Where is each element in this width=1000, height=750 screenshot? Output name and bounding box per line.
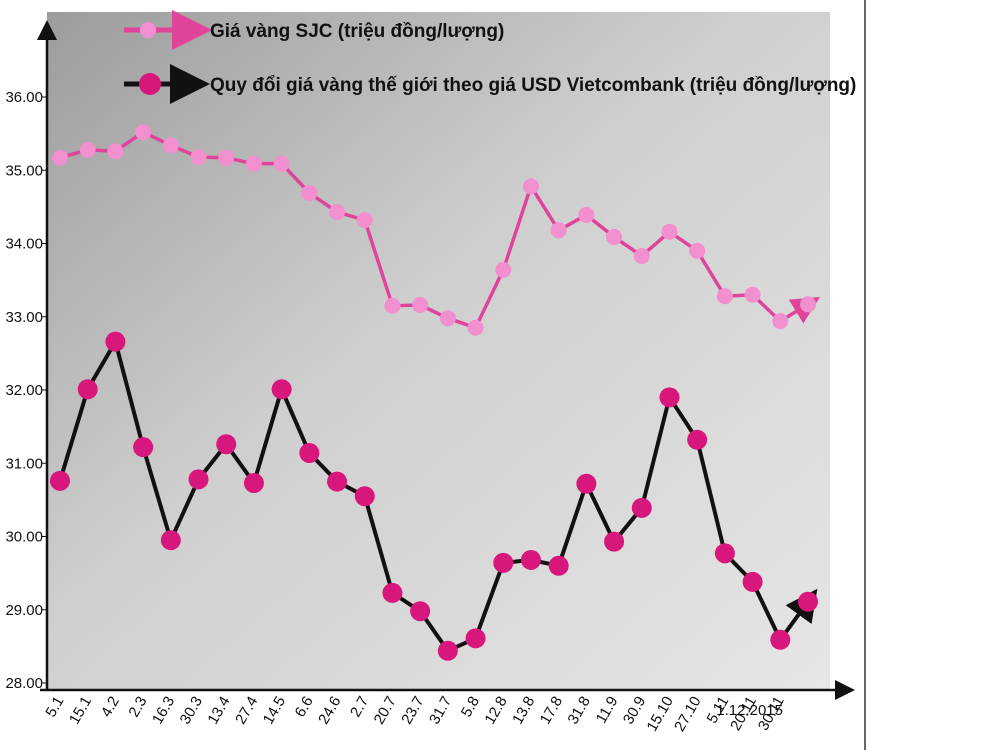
point — [301, 184, 318, 201]
point — [495, 261, 512, 278]
x-tick-label: 24.6 — [315, 694, 344, 728]
y-tick-label: 31.00 — [5, 455, 43, 472]
x-tick-label: 23.7 — [398, 694, 427, 728]
point — [243, 473, 264, 494]
point — [770, 629, 791, 650]
point — [493, 552, 514, 573]
point — [299, 442, 320, 463]
point — [604, 531, 625, 552]
y-tick-label: 29.00 — [5, 602, 43, 619]
y-tick-label: 28.00 — [5, 675, 43, 692]
x-tick-label: 31.8 — [565, 694, 594, 728]
series-line — [59, 130, 820, 330]
x-tick-label: 30.3 — [177, 694, 206, 728]
x-tick-label: 20.7 — [371, 694, 400, 728]
point — [742, 571, 763, 592]
x-tick-label: 11.9 — [593, 694, 622, 727]
background-photo — [47, 12, 830, 690]
x-tick-label: 5.8 — [458, 694, 483, 721]
point — [162, 137, 179, 154]
point — [798, 591, 818, 612]
point — [79, 141, 96, 158]
point — [550, 222, 567, 239]
x-tick-label: 12.8 — [481, 694, 510, 728]
legend-label: Quy đổi giá vàng thế giới theo giá USD V… — [210, 75, 856, 96]
point — [245, 155, 262, 172]
point — [356, 212, 373, 229]
legend: Giá vàng SJC (triệu đồng/lượng) Quy đổi … — [124, 10, 856, 104]
point — [548, 555, 569, 576]
point — [687, 429, 708, 450]
point — [77, 379, 98, 400]
point — [382, 582, 403, 603]
point — [273, 155, 290, 172]
y-tick-label: 30.00 — [5, 529, 43, 546]
point — [520, 549, 541, 570]
point — [160, 530, 181, 551]
x-tick-label: 2.3 — [125, 694, 150, 721]
x-tick-label: 16.3 — [149, 694, 178, 728]
legend-marker — [139, 73, 161, 95]
point — [105, 331, 126, 352]
point — [467, 319, 484, 336]
y-tick-label: 34.00 — [5, 236, 43, 253]
legend-marker — [140, 22, 156, 38]
x-tick-label: 27.10 — [671, 694, 704, 735]
point — [714, 543, 735, 564]
x-tick-label: 4.2 — [98, 694, 123, 721]
point — [439, 310, 456, 327]
x-tick-label: 15.10 — [643, 694, 676, 735]
point — [412, 297, 429, 314]
x-tick-label: 13.8 — [509, 694, 538, 728]
point — [384, 297, 401, 314]
point — [216, 434, 237, 455]
point — [659, 387, 680, 408]
x-tick-label: 2.7 — [347, 694, 372, 721]
point — [218, 149, 235, 166]
point — [133, 437, 154, 458]
point — [188, 469, 209, 490]
y-tick-label: 32.00 — [5, 382, 43, 399]
point — [716, 288, 733, 305]
x-tick-label: 14.5 — [260, 694, 289, 728]
point — [327, 471, 348, 492]
point — [772, 313, 789, 330]
point — [329, 204, 346, 221]
point — [50, 470, 70, 491]
x-tick-label: 15.1 — [66, 694, 95, 728]
point — [52, 149, 68, 166]
point — [465, 628, 486, 649]
point — [437, 640, 458, 661]
y-tick-label: 33.00 — [5, 309, 43, 326]
legend-label: Giá vàng SJC (triệu đồng/lượng) — [210, 21, 504, 42]
series-line — [58, 336, 818, 654]
x-tick-label: 27.4 — [232, 694, 261, 728]
x-tick-label: 17.8 — [537, 694, 566, 728]
point — [135, 124, 152, 141]
x-tick-label: 1.12.2015 — [716, 702, 783, 719]
point — [190, 149, 207, 166]
point — [689, 242, 706, 259]
point — [271, 379, 292, 400]
x-tick-label: 31.7 — [426, 694, 455, 728]
point — [661, 223, 678, 240]
point — [578, 206, 595, 223]
point — [522, 178, 539, 195]
x-tick-label: 13.4 — [204, 694, 233, 728]
y-tick-label: 36.00 — [5, 89, 43, 106]
x-tick-label: 6.6 — [292, 694, 317, 721]
point — [744, 286, 761, 303]
point — [576, 473, 597, 494]
x-tick-label: 5.1 — [42, 694, 67, 721]
point — [633, 247, 650, 264]
y-tick-label: 35.00 — [5, 162, 43, 179]
point — [631, 497, 652, 518]
point — [606, 228, 623, 245]
point — [800, 296, 816, 313]
point — [107, 143, 124, 160]
point — [354, 486, 375, 507]
point — [410, 601, 431, 622]
